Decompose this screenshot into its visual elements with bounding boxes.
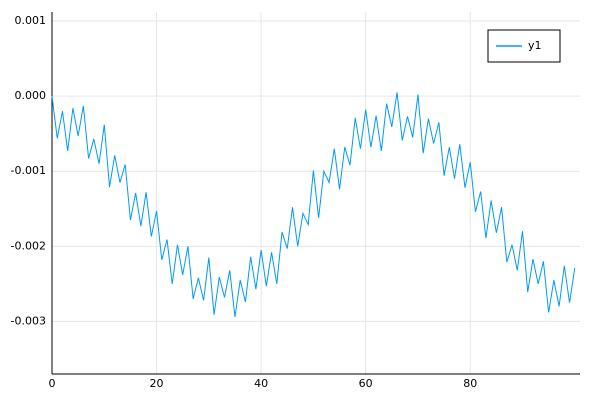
line-series xyxy=(51,92,576,317)
y-tick-label: 0.001 xyxy=(15,14,47,27)
y-tick-label: -0.003 xyxy=(11,314,46,327)
x-tick-label: 80 xyxy=(463,377,477,390)
x-tick-label: 40 xyxy=(254,377,268,390)
y-tick-label: -0.001 xyxy=(11,164,46,177)
legend-label: y1 xyxy=(528,39,542,52)
x-tick-label: 20 xyxy=(150,377,164,390)
y-tick-label: 0.000 xyxy=(15,89,47,102)
x-tick-label: 0 xyxy=(49,377,56,390)
y-tick-label: -0.002 xyxy=(11,239,46,252)
x-tick-label: 60 xyxy=(359,377,373,390)
